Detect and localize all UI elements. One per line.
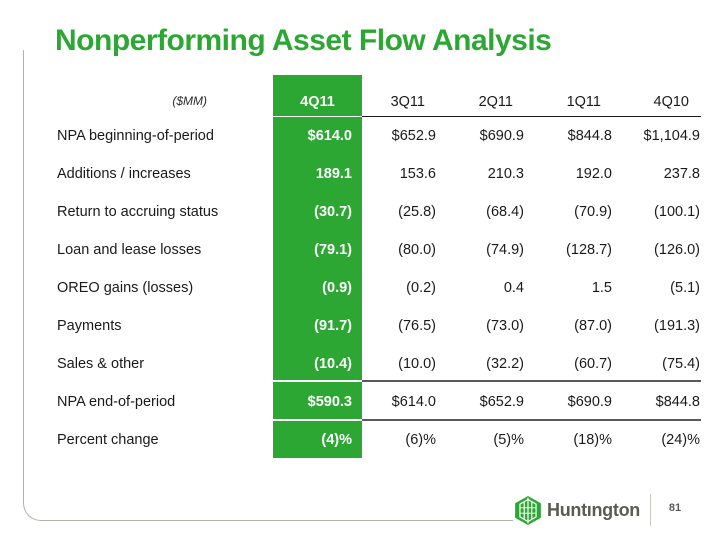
row-label: Additions / increases xyxy=(57,166,191,182)
row-label: Percent change xyxy=(57,432,159,448)
page-number: 81 xyxy=(668,502,682,514)
column-header: 1Q11 xyxy=(566,94,601,110)
cell-value: (74.9) xyxy=(486,242,524,258)
cell-value: (87.0) xyxy=(574,318,612,334)
cell-value: (60.7) xyxy=(574,356,612,372)
cell-value: 153.6 xyxy=(399,166,436,182)
cell-value: $690.9 xyxy=(479,128,524,144)
cell-value: (80.0) xyxy=(398,242,436,258)
cell-value: (73.0) xyxy=(486,318,524,334)
highlight-column-background xyxy=(273,75,362,458)
cell-value: (6)% xyxy=(405,432,436,448)
total-rule-highlight-segment xyxy=(273,419,362,421)
total-rule xyxy=(362,419,701,421)
column-header: 3Q11 xyxy=(390,94,425,110)
row-label: Payments xyxy=(57,318,122,334)
cell-value: (24)% xyxy=(661,432,700,448)
cell-value-highlight: (91.7) xyxy=(314,318,352,334)
cell-value: (75.4) xyxy=(662,356,700,372)
cell-value: $614.0 xyxy=(391,394,436,410)
cell-value: $652.9 xyxy=(391,128,436,144)
cell-value: $844.8 xyxy=(567,128,612,144)
cell-value-highlight: (4)% xyxy=(321,432,352,448)
cell-value-highlight: (30.7) xyxy=(314,204,352,220)
cell-value: (10.0) xyxy=(398,356,436,372)
cell-value: $1,104.9 xyxy=(643,128,700,144)
cell-value: (5.1) xyxy=(670,280,700,296)
cell-value: 1.5 xyxy=(591,280,612,296)
row-label: Loan and lease losses xyxy=(57,242,202,258)
cell-value: 192.0 xyxy=(575,166,612,182)
huntington-hexagon-icon xyxy=(515,495,541,525)
header-rule-highlight-segment xyxy=(273,115,362,117)
subtotal-rule xyxy=(362,380,701,382)
cell-value: (0.2) xyxy=(406,280,436,296)
cell-value: 0.4 xyxy=(503,280,524,296)
cell-value: (68.4) xyxy=(486,204,524,220)
cell-value: (128.7) xyxy=(566,242,612,258)
cell-value: 237.8 xyxy=(663,166,700,182)
cell-value: (25.8) xyxy=(398,204,436,220)
cell-value: (32.2) xyxy=(486,356,524,372)
cell-value: $652.9 xyxy=(479,394,524,410)
huntington-logo-text: Huntıngton xyxy=(547,499,640,520)
row-label: NPA end-of-period xyxy=(57,394,176,410)
header-rule xyxy=(362,115,701,117)
content-frame-border xyxy=(23,50,513,521)
row-label: Sales & other xyxy=(57,356,145,372)
cell-value-highlight: 189.1 xyxy=(315,166,352,182)
footer-divider xyxy=(650,494,651,526)
column-header-highlight: 4Q11 xyxy=(300,94,335,110)
cell-value: 210.3 xyxy=(487,166,524,182)
cell-value-highlight: (0.9) xyxy=(322,280,352,296)
huntington-logo: Huntıngton xyxy=(515,495,640,525)
npa-table: ($MM) 4Q11 3Q11 2Q11 1Q11 4Q10 NPA beginning-o… xyxy=(57,75,701,459)
cell-value: $690.9 xyxy=(567,394,612,410)
unit-label: ($MM) xyxy=(172,94,207,108)
cell-value: (18)% xyxy=(573,432,612,448)
cell-value-highlight: (79.1) xyxy=(314,242,352,258)
cell-value: (70.9) xyxy=(574,204,612,220)
cell-value: (100.1) xyxy=(654,204,700,220)
cell-value: (191.3) xyxy=(654,318,700,334)
cell-value: (76.5) xyxy=(398,318,436,334)
cell-value: (5)% xyxy=(493,432,524,448)
row-label: OREO gains (losses) xyxy=(57,280,194,296)
column-header: 4Q10 xyxy=(653,94,689,110)
cell-value: (126.0) xyxy=(654,242,700,258)
cell-value-highlight: (10.4) xyxy=(314,356,352,372)
cell-value: $844.8 xyxy=(655,394,700,410)
column-header: 2Q11 xyxy=(478,94,513,110)
slide-title: Nonperforming Asset Flow Analysis xyxy=(55,24,552,57)
cell-value-highlight: $590.3 xyxy=(307,394,352,410)
row-label: NPA beginning-of-period xyxy=(57,128,214,144)
row-label: Return to accruing status xyxy=(57,204,219,220)
subtotal-rule-highlight-segment xyxy=(273,380,362,382)
cell-value-highlight: $614.0 xyxy=(307,128,352,144)
